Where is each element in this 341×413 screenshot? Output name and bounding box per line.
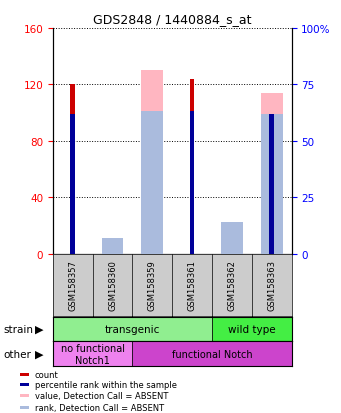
Bar <box>261 114 283 254</box>
Text: strain: strain <box>3 324 33 334</box>
Text: GSM158360: GSM158360 <box>108 260 117 310</box>
Text: percentile rank within the sample: percentile rank within the sample <box>34 380 177 389</box>
Bar <box>142 71 163 254</box>
Text: GSM158361: GSM158361 <box>188 260 197 310</box>
Bar <box>102 238 123 254</box>
Bar <box>53 342 132 366</box>
Bar <box>20 383 29 386</box>
Bar <box>221 237 243 254</box>
Bar <box>190 112 194 254</box>
Bar <box>190 80 194 254</box>
Bar <box>269 114 274 254</box>
Text: GSM158357: GSM158357 <box>68 260 77 310</box>
Text: ▶: ▶ <box>35 324 43 334</box>
Bar <box>261 94 283 254</box>
Bar <box>20 373 29 376</box>
Bar <box>132 342 292 366</box>
Text: no functional
Notch1: no functional Notch1 <box>61 343 125 365</box>
Bar <box>20 406 29 409</box>
Text: GSM158362: GSM158362 <box>227 260 236 310</box>
Text: other: other <box>3 349 31 359</box>
Bar <box>20 394 29 397</box>
Bar <box>142 112 163 254</box>
Text: GSM158359: GSM158359 <box>148 260 157 310</box>
Text: value, Detection Call = ABSENT: value, Detection Call = ABSENT <box>34 391 168 400</box>
Text: ▶: ▶ <box>35 349 43 359</box>
Text: functional Notch: functional Notch <box>172 349 252 359</box>
Title: GDS2848 / 1440884_s_at: GDS2848 / 1440884_s_at <box>93 13 251 26</box>
Bar <box>53 317 212 341</box>
Bar <box>212 317 292 341</box>
Text: GSM158363: GSM158363 <box>267 259 276 311</box>
Bar <box>70 114 75 254</box>
Text: transgenic: transgenic <box>105 324 160 334</box>
Text: rank, Detection Call = ABSENT: rank, Detection Call = ABSENT <box>34 403 164 412</box>
Text: wild type: wild type <box>228 324 276 334</box>
Bar <box>221 223 243 254</box>
Text: count: count <box>34 370 58 379</box>
Bar <box>70 85 75 254</box>
